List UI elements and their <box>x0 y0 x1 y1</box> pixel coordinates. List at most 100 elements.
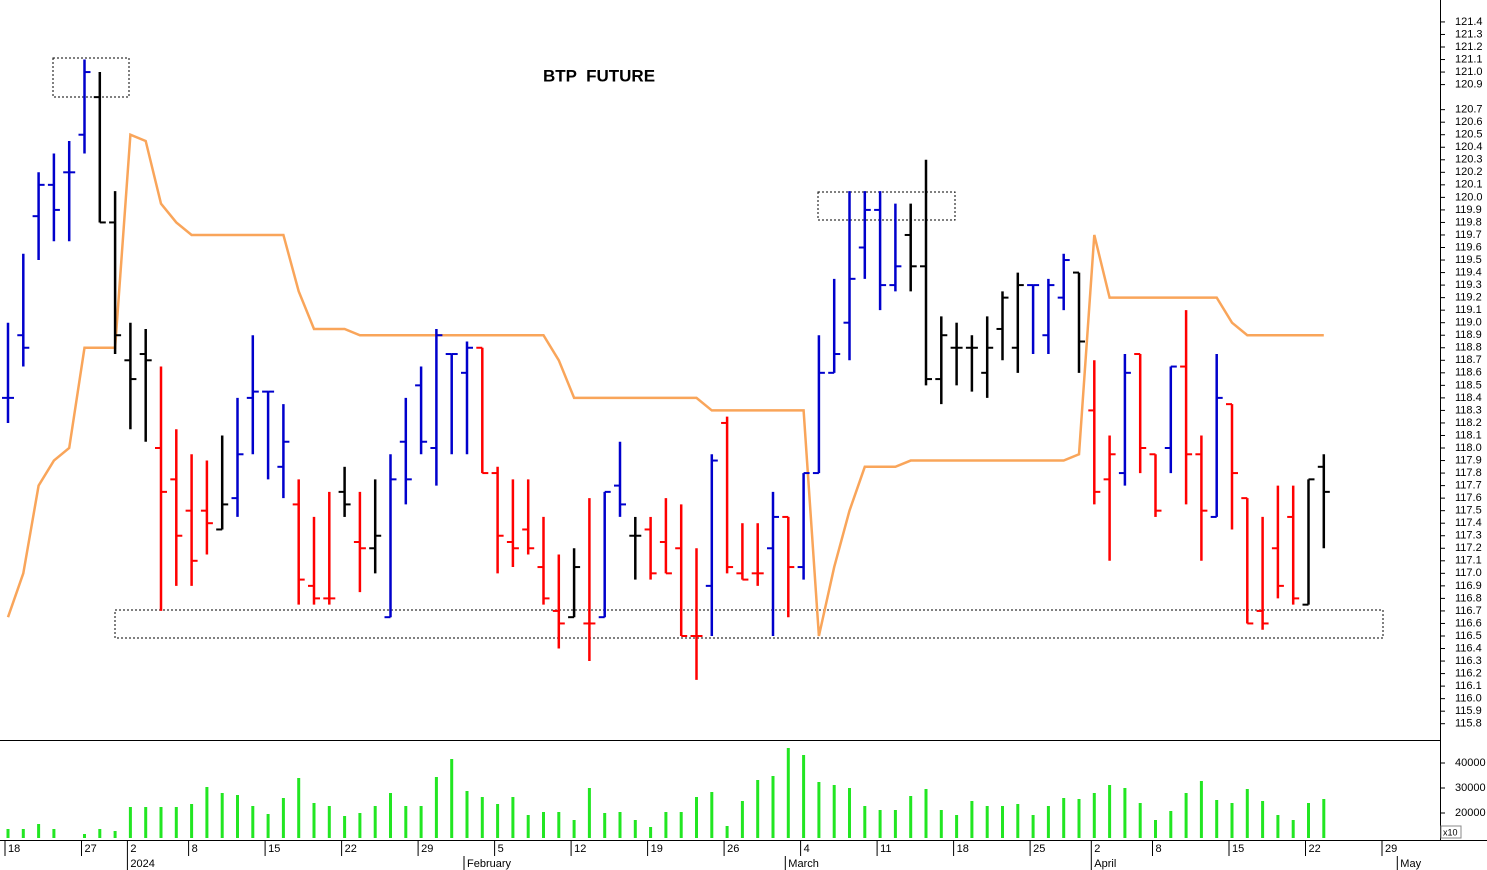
unit-box <box>1440 825 1462 839</box>
volume-bar <box>526 815 530 838</box>
volume-bar <box>83 834 86 838</box>
x-tick-label: 11 <box>880 843 891 855</box>
y-tick-label: 118.4 <box>1455 392 1482 404</box>
volume-bar <box>557 812 561 838</box>
volume-bar <box>205 787 209 838</box>
y-tick-label: 121.2 <box>1455 41 1483 53</box>
x-tick-label: 2 <box>130 843 136 855</box>
y-tick-label: 117.7 <box>1455 480 1482 492</box>
x-tick-label: 19 <box>651 843 663 855</box>
y-tick-label: 118.2 <box>1455 417 1482 429</box>
x-tick-label: 25 <box>1033 843 1045 855</box>
volume-bar <box>98 829 102 838</box>
y-tick-label: 121.1 <box>1455 53 1483 65</box>
x-tick-label: 12 <box>574 843 586 855</box>
volume-bar <box>297 778 301 838</box>
volume-bar <box>174 807 178 838</box>
volume-bar <box>450 759 454 838</box>
chart-title: BTP FUTURE <box>543 66 655 85</box>
volume-bar <box>939 810 943 838</box>
volume-bar <box>802 755 806 838</box>
stop-line <box>6 132 1324 637</box>
volume-bar <box>710 792 714 838</box>
volume-bar <box>878 810 882 838</box>
y-tick-label: 117.9 <box>1455 454 1482 466</box>
x-tick-label: 5 <box>498 843 504 855</box>
y-tick-label: 119.4 <box>1455 266 1482 278</box>
y-tick-label: 116.1 <box>1455 680 1482 692</box>
volume-bar <box>1077 799 1081 838</box>
y-tick-label: 119.0 <box>1455 317 1482 329</box>
volume-bar <box>1062 798 1066 838</box>
volume-bar <box>740 801 744 838</box>
volume-bar <box>863 806 867 838</box>
volume-bar <box>756 780 760 838</box>
volume-bar <box>1138 803 1142 838</box>
y-tick-label: 116.8 <box>1455 592 1482 604</box>
volume-bar <box>389 793 392 838</box>
x-tick-label: 22 <box>1309 843 1321 855</box>
x-tick-label: 8 <box>192 843 198 855</box>
volume-bar <box>664 812 668 838</box>
y-tick-label: 118.8 <box>1455 342 1482 354</box>
y-tick-label: 120.6 <box>1455 116 1483 128</box>
y-tick-label: 117.6 <box>1455 492 1482 504</box>
volume-unit: x10 <box>1443 827 1458 837</box>
y-tick-label: 120.1 <box>1455 179 1483 191</box>
x-tick-label: 4 <box>804 843 810 855</box>
x-tick-label: 15 <box>1232 843 1244 855</box>
volume-bar <box>924 789 928 838</box>
highlight-box <box>52 57 130 98</box>
volume-bar <box>985 806 989 838</box>
y-tick-label: 116.6 <box>1455 617 1482 629</box>
x-tick-label: 29 <box>421 843 433 855</box>
volume-bar <box>1215 800 1219 838</box>
volume-bar <box>955 815 959 838</box>
volume-bar <box>373 806 377 838</box>
y-tick-label: 119.3 <box>1455 279 1482 291</box>
volume-bar <box>909 796 913 838</box>
support-box <box>114 609 1384 639</box>
volume-bar <box>603 813 607 838</box>
volume-bar <box>1307 803 1310 838</box>
volume-bar <box>618 812 622 838</box>
volume-bar <box>343 816 347 838</box>
volume-bar <box>1031 815 1035 838</box>
y-tick-label: 117.1 <box>1455 555 1482 567</box>
volume-bar <box>327 806 331 838</box>
y-tick-label: 30000 <box>1455 782 1486 794</box>
x-tick-label: 22 <box>345 843 357 855</box>
highlight-box <box>817 191 956 221</box>
volume-bar <box>1001 806 1004 838</box>
volume-bar <box>1230 803 1234 838</box>
y-tick-label: 40000 <box>1455 757 1486 769</box>
x-tick-label: 15 <box>268 843 280 855</box>
y-tick-label: 116.3 <box>1455 655 1482 667</box>
volume-bar <box>633 820 637 838</box>
volume-bar <box>1245 789 1249 838</box>
y-tick-label: 120.7 <box>1455 104 1483 116</box>
y-tick-label: 117.8 <box>1455 467 1482 479</box>
y-tick-label: 118.5 <box>1455 379 1482 391</box>
volume-bar <box>1123 788 1127 838</box>
y-tick-label: 120.5 <box>1455 129 1483 141</box>
y-tick-label: 116.5 <box>1455 630 1482 642</box>
volume-bar <box>511 797 515 838</box>
volume-bar <box>419 806 423 838</box>
y-tick-label: 120.4 <box>1455 141 1483 153</box>
y-tick-label: 115.9 <box>1455 705 1482 717</box>
y-tick-label: 116.0 <box>1455 693 1482 705</box>
y-tick-label: 117.0 <box>1455 567 1482 579</box>
x-tick-label: 29 <box>1385 843 1397 855</box>
y-tick-label: 116.7 <box>1455 605 1482 617</box>
volume-bar <box>725 826 729 838</box>
y-tick-label: 117.4 <box>1455 517 1482 529</box>
y-tick-label: 119.5 <box>1455 254 1482 266</box>
volume-bar <box>21 829 25 838</box>
x-tick-label: 8 <box>1156 843 1162 855</box>
y-tick-label: 118.6 <box>1455 367 1482 379</box>
y-tick-label: 118.3 <box>1455 404 1482 416</box>
y-tick-label: 119.7 <box>1455 229 1482 241</box>
y-tick-label: 117.5 <box>1455 505 1482 517</box>
